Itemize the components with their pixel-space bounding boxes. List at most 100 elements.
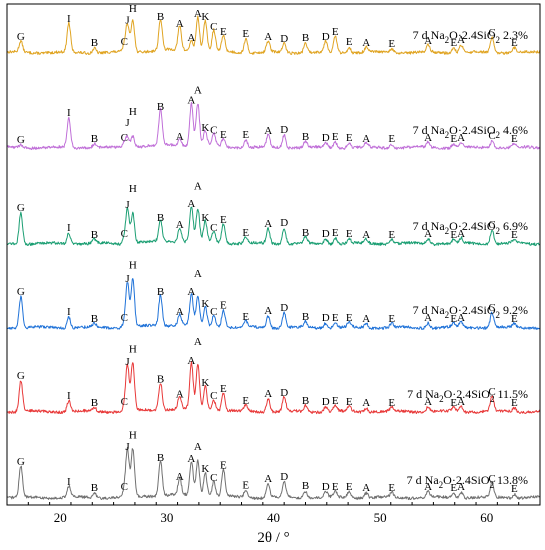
peak-label: A [176, 219, 184, 231]
peak-label: D [322, 132, 330, 144]
peak-label: D [280, 124, 288, 136]
peak-label: A [264, 388, 272, 400]
peak-label: A [187, 32, 195, 44]
series-label-part: 7 d Na [413, 219, 446, 233]
peak-label: I [67, 222, 71, 234]
series-label-part: 2 [445, 226, 450, 236]
series-label-part: O·2.4SiO [443, 473, 490, 487]
peak-label: A [362, 397, 370, 409]
peak-label: E [332, 26, 339, 38]
peak-label: E [388, 397, 395, 409]
peak-label: G [17, 456, 25, 468]
peak-label: E [332, 131, 339, 143]
peak-label: H [129, 430, 137, 442]
series-label-part: 7 d Na [407, 473, 440, 487]
series-label-part: O·2.4SiO [449, 219, 496, 233]
series-label-part: 2 [496, 226, 501, 236]
peak-label: I [67, 13, 71, 25]
peak-label: C [210, 21, 217, 33]
xrd-trace [6, 278, 541, 330]
peak-label: E [450, 313, 457, 325]
peak-label: E [450, 397, 457, 409]
peak-label: A [187, 286, 195, 298]
series-label: 7 d Na2O·2.4SiO2 2.3% [413, 28, 528, 45]
peak-label: D [322, 31, 330, 43]
peak-label: B [302, 480, 309, 492]
peak-label: B [157, 286, 164, 298]
peak-label: K [201, 377, 209, 389]
series-label-part: 2.3% [500, 28, 528, 42]
peak-label: G [17, 370, 25, 382]
peak-label: C [121, 132, 128, 144]
peak-label: E [511, 483, 518, 495]
peak-label: A [194, 8, 202, 20]
series-label-part: 7 d Na [413, 303, 446, 317]
peak-label: B [91, 37, 98, 49]
peak-label: E [388, 313, 395, 325]
peak-label: E [332, 395, 339, 407]
peak-label: A [362, 229, 370, 241]
plot-border [6, 3, 541, 506]
peak-label: A [424, 228, 432, 240]
peak-label: E [511, 313, 518, 325]
peak-label: E [511, 37, 518, 49]
peak-label: K [201, 463, 209, 475]
peak-label: E [242, 28, 249, 40]
peak-label: J [125, 199, 130, 211]
peak-label: G [17, 134, 25, 146]
peak-label: B [302, 395, 309, 407]
peak-label: A [194, 441, 202, 453]
peak-label: C [210, 390, 217, 402]
peak-label: C [121, 481, 128, 493]
series-label-part: 2 [439, 394, 444, 404]
peak-label: K [201, 122, 209, 134]
peak-label: J [125, 273, 130, 285]
peak-label: E [242, 227, 249, 239]
series-label-part: 13.8% [494, 473, 528, 487]
series-label-part: O·2.4SiO [444, 387, 491, 401]
peak-label: I [67, 306, 71, 318]
peak-label: A [264, 473, 272, 485]
peak-label: A [424, 396, 432, 408]
peak-label: A [362, 313, 370, 325]
peak-label: A [264, 218, 272, 230]
peak-label: E [346, 312, 353, 324]
peak-label: E [511, 133, 518, 145]
peak-label: A [194, 181, 202, 193]
series-label-part: 2 [490, 394, 495, 404]
peak-label: J [125, 15, 130, 27]
peak-label: A [194, 85, 202, 97]
series-label-part: 7 d Na [413, 28, 446, 42]
x-axis: 20 30 40 50 60 [6, 502, 541, 525]
series-label-part: 2 [445, 35, 450, 45]
peak-label: A [176, 131, 184, 143]
peak-label: E [220, 26, 227, 38]
peak-label: A [362, 133, 370, 145]
peak-label: E [220, 460, 227, 472]
peak-label: B [157, 374, 164, 386]
xrd-trace [6, 101, 541, 151]
peak-label: E [332, 481, 339, 493]
peak-label: A [176, 389, 184, 401]
peak-label: A [194, 268, 202, 280]
peak-label: A [264, 305, 272, 317]
peak-label: B [91, 482, 98, 494]
series-label-part: O·2.4SiO [449, 123, 496, 137]
peak-label: A [457, 312, 465, 324]
series-label-part: 2 [439, 480, 444, 490]
peak-label: C [121, 228, 128, 240]
peak-label: E [346, 36, 353, 48]
peak-label: B [157, 212, 164, 224]
peak-label: B [302, 32, 309, 44]
peak-label: A [176, 18, 184, 30]
peak-label: A [187, 95, 195, 107]
x-tick-label: 50 [374, 510, 387, 525]
series-label-part: 2 [445, 130, 450, 140]
peak-label: C [488, 473, 495, 485]
peak-label: A [362, 37, 370, 49]
peak-label: A [187, 453, 195, 465]
x-tick-label: 60 [480, 510, 493, 525]
peak-label: E [346, 228, 353, 240]
